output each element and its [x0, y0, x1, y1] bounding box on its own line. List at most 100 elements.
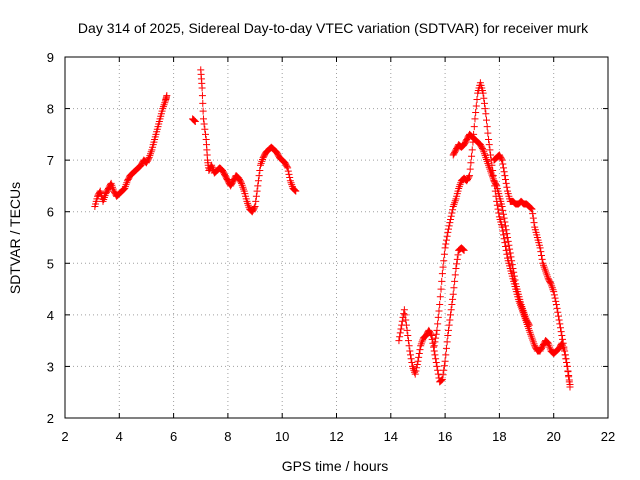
data-point	[438, 277, 446, 285]
data-point	[493, 201, 501, 209]
data-point	[557, 328, 565, 336]
data-point	[460, 246, 468, 254]
data-point	[436, 293, 444, 301]
data-point	[441, 244, 449, 252]
data-point	[452, 264, 460, 272]
data-point	[481, 105, 489, 113]
data-point	[434, 370, 442, 378]
data-point	[559, 339, 567, 347]
data-point	[415, 350, 423, 358]
data-point	[529, 214, 537, 222]
x-tick-label: 16	[438, 429, 452, 444]
data-point	[413, 360, 421, 368]
data-point	[432, 359, 440, 367]
data-point	[468, 146, 476, 154]
data-point	[255, 172, 263, 180]
data-point	[498, 223, 506, 231]
data-point	[492, 181, 500, 189]
data-point	[527, 204, 535, 212]
data-point	[443, 232, 451, 240]
data-point	[442, 351, 450, 359]
data-point	[428, 331, 436, 339]
data-point	[556, 320, 564, 328]
data-point	[553, 304, 561, 312]
data-point	[487, 151, 495, 159]
data-point	[566, 380, 574, 388]
data-point	[396, 333, 404, 341]
data-point	[250, 204, 258, 212]
y-axis-title: SDTVAR / TECUs	[7, 182, 23, 294]
data-point	[253, 187, 261, 195]
data-point	[438, 376, 446, 384]
data-point	[445, 321, 453, 329]
data-point	[499, 210, 507, 218]
data-point	[416, 346, 424, 354]
data-point	[449, 290, 457, 298]
data-point	[443, 338, 451, 346]
data-point	[504, 237, 512, 245]
data-point	[200, 120, 208, 128]
data-point	[400, 306, 408, 314]
data-point	[472, 102, 480, 110]
data-point	[198, 84, 206, 92]
data-point	[191, 117, 199, 125]
data-point	[396, 329, 404, 337]
data-point	[439, 371, 447, 379]
data-point	[190, 116, 198, 124]
data-point	[465, 173, 473, 181]
y-tick-label: 5	[47, 256, 54, 271]
plot-frame	[64, 56, 609, 419]
data-point	[433, 326, 441, 334]
y-tick-label: 8	[47, 102, 54, 117]
data-point	[507, 253, 515, 261]
y-tick-label: 3	[47, 359, 54, 374]
data-point	[198, 92, 206, 100]
data-point	[509, 264, 517, 272]
data-point	[459, 246, 467, 254]
x-tick-label: 10	[275, 429, 289, 444]
data-point	[403, 326, 411, 334]
data-point	[563, 359, 571, 367]
x-tick-label: 4	[116, 429, 123, 444]
data-point	[525, 320, 533, 328]
data-point	[446, 219, 454, 227]
data-point	[442, 240, 450, 248]
data-point	[480, 94, 488, 102]
data-point	[506, 249, 514, 257]
data-point	[442, 236, 450, 244]
data-point	[499, 231, 507, 239]
data-point	[501, 218, 509, 226]
data-point	[499, 164, 507, 172]
data-point	[551, 294, 559, 302]
data-point	[453, 260, 461, 268]
data-point	[432, 334, 440, 342]
data-point	[500, 235, 508, 243]
data-point	[433, 362, 441, 370]
data-point	[440, 257, 448, 265]
data-point	[430, 343, 438, 351]
data-point	[527, 204, 535, 212]
data-point	[480, 99, 488, 107]
data-point	[537, 252, 545, 260]
data-point	[479, 89, 487, 97]
data-points	[91, 66, 574, 391]
data-point	[448, 209, 456, 217]
data-point	[508, 257, 516, 265]
data-point	[292, 187, 300, 195]
data-point	[546, 279, 554, 287]
data-point	[444, 228, 452, 236]
data-point	[432, 355, 440, 363]
data-point	[506, 245, 514, 253]
data-point	[563, 362, 571, 370]
data-point	[448, 301, 456, 309]
data-point	[408, 359, 416, 367]
data-point	[537, 248, 545, 256]
data-point	[561, 351, 569, 359]
x-axis-title: GPS time / hours	[282, 458, 389, 474]
data-point	[401, 311, 409, 319]
data-point	[501, 239, 509, 247]
data-point	[256, 166, 264, 174]
data-point	[499, 160, 507, 168]
data-point	[446, 316, 454, 324]
